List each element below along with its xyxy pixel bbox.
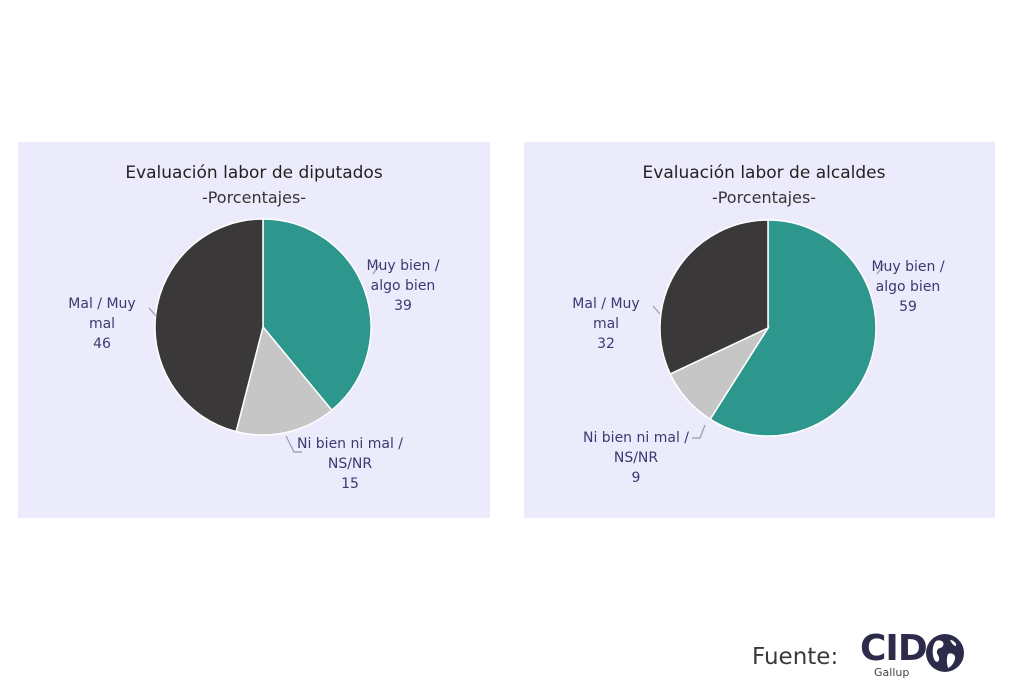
logo-subtext: Gallup [874, 666, 910, 679]
pie-slice [235, 325, 333, 436]
chart-panel-diputados: Evaluación labor de diputados -Porcentaje… [18, 142, 490, 518]
leader-line [148, 307, 157, 317]
slice-label: Muy bien / algo bien 59 [871, 259, 944, 315]
chart-panel-alcaldes: Evaluación labor de alcaldes -Porcentajes… [524, 142, 995, 518]
pie-slice [659, 219, 769, 375]
source-footer: Fuente: CID Gallup [752, 628, 972, 680]
source-label: Fuente: [752, 644, 839, 670]
cid-gallup-logo: CID Gallup [860, 628, 968, 680]
pie-chart-alcaldes: Evaluación labor de alcaldes -Porcentajes… [572, 163, 945, 486]
chart-title: Evaluación labor de diputados [125, 163, 383, 183]
pie-chart-diputados: Evaluación labor de diputados -Porcentaje… [68, 163, 440, 492]
pie-slice [262, 218, 372, 412]
slice-label: Ni bien ni mal / NS/NR 15 [297, 436, 403, 492]
leader-line [876, 263, 885, 275]
pie-slice [709, 219, 877, 437]
chart-subtitle: -Porcentajes- [202, 188, 306, 207]
leader-line [652, 305, 661, 315]
chart-title: Evaluación labor de alcaldes [643, 163, 886, 183]
leader-line [692, 424, 706, 439]
globe-icon [926, 634, 964, 672]
leader-line [285, 435, 302, 453]
pie-slice [154, 218, 264, 433]
logo-text: CID [860, 628, 928, 669]
slice-label: Muy bien / algo bien 39 [366, 258, 439, 314]
leader-line [372, 263, 381, 275]
slice-label: Mal / Muy mal 32 [572, 296, 639, 352]
chart-subtitle: -Porcentajes- [712, 188, 816, 207]
slice-label: Ni bien ni mal / NS/NR 9 [583, 430, 689, 486]
slice-label: Mal / Muy mal 46 [68, 296, 135, 352]
